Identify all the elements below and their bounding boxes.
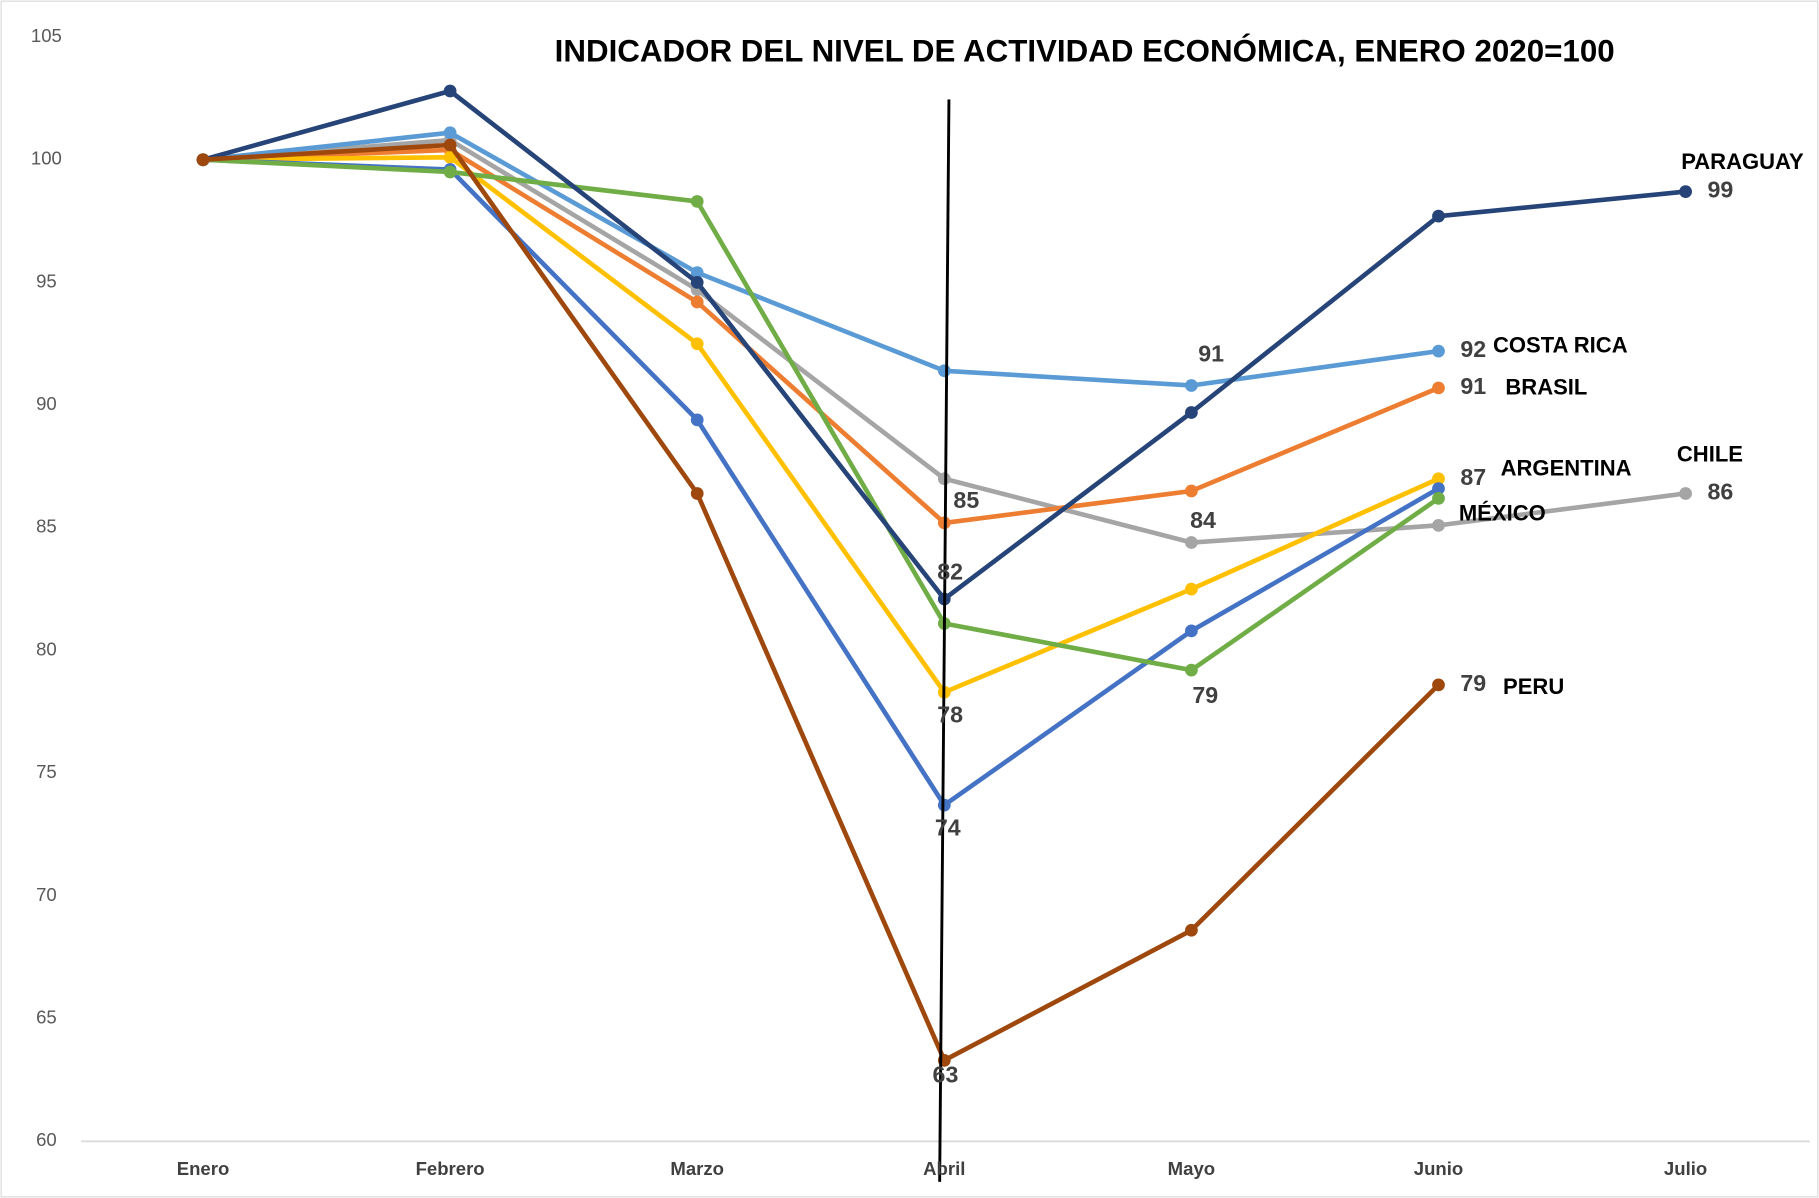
data-label: 74 bbox=[935, 815, 961, 841]
chart-title: INDICADOR DEL NIVEL DE ACTIVIDAD ECONÓMI… bbox=[555, 32, 1615, 68]
y-tick-label: 70 bbox=[36, 884, 57, 905]
y-tick-label: 105 bbox=[31, 25, 62, 46]
series-line bbox=[202, 157, 1440, 673]
y-tick-label: 100 bbox=[31, 148, 62, 169]
data-label: 82 bbox=[937, 559, 963, 585]
y-tick-label: 85 bbox=[36, 516, 57, 537]
series-name-label: COSTA RICA bbox=[1493, 333, 1628, 358]
data-point bbox=[1185, 923, 1198, 937]
data-point bbox=[1432, 482, 1445, 495]
data-point bbox=[1679, 185, 1692, 198]
data-point bbox=[443, 138, 457, 152]
series-name-label: ARGENTINA bbox=[1501, 455, 1632, 480]
series-name-label: PERU bbox=[1503, 674, 1564, 699]
data-point bbox=[1432, 381, 1445, 395]
data-point bbox=[1185, 582, 1198, 596]
data-point bbox=[1185, 379, 1198, 392]
data-label: 87 bbox=[1460, 464, 1486, 490]
data-label: 86 bbox=[1707, 479, 1733, 505]
data-label: 63 bbox=[933, 1062, 959, 1088]
data-point bbox=[1432, 678, 1445, 692]
data-label: 78 bbox=[937, 702, 963, 728]
data-point bbox=[690, 276, 704, 289]
data-point bbox=[690, 487, 704, 500]
data-point bbox=[1432, 209, 1445, 223]
x-tick-label: Abril bbox=[923, 1158, 965, 1179]
x-tick-label: Febrero bbox=[416, 1158, 485, 1179]
x-tick-label: Mayo bbox=[1168, 1158, 1215, 1179]
y-tick-label: 60 bbox=[36, 1129, 57, 1150]
x-tick-label: Junio bbox=[1414, 1158, 1463, 1179]
data-label: 85 bbox=[953, 487, 979, 513]
data-point bbox=[690, 295, 704, 309]
y-tick-label: 65 bbox=[36, 1007, 57, 1028]
y-tick-label: 75 bbox=[36, 761, 57, 782]
data-label: 91 bbox=[1460, 373, 1486, 399]
data-point bbox=[443, 126, 457, 140]
x-tick-label: Enero bbox=[177, 1158, 230, 1179]
data-point bbox=[1185, 406, 1198, 419]
x-tick-label: Marzo bbox=[670, 1158, 724, 1179]
data-point bbox=[1185, 663, 1198, 677]
data-label: 99 bbox=[1707, 177, 1733, 203]
data-point bbox=[196, 153, 210, 167]
series-line bbox=[202, 142, 1441, 1063]
y-tick-label: 90 bbox=[36, 393, 57, 414]
data-point bbox=[1185, 484, 1198, 498]
series-name-label: MÉXICO bbox=[1459, 500, 1546, 525]
data-point bbox=[1185, 536, 1198, 549]
data-label: 92 bbox=[1460, 336, 1486, 362]
data-point bbox=[1432, 472, 1445, 486]
data-label: 84 bbox=[1190, 507, 1216, 533]
data-point bbox=[443, 150, 457, 164]
x-tick-label: Julio bbox=[1664, 1158, 1707, 1179]
data-point bbox=[1432, 519, 1445, 532]
data-point bbox=[937, 364, 951, 378]
y-tick-label: 95 bbox=[36, 270, 57, 291]
data-label: 79 bbox=[1192, 682, 1218, 708]
data-point bbox=[443, 165, 457, 179]
data-point bbox=[690, 337, 704, 351]
data-point bbox=[443, 84, 457, 98]
data-point bbox=[1432, 492, 1445, 505]
data-point bbox=[1185, 624, 1198, 638]
reference-line bbox=[938, 99, 951, 1182]
series-name-label: PARAGUAY bbox=[1681, 149, 1804, 174]
series-name-label: BRASIL bbox=[1505, 374, 1587, 399]
data-point bbox=[690, 413, 704, 427]
data-point bbox=[690, 266, 704, 279]
series-line bbox=[202, 154, 1440, 695]
y-tick-label: 80 bbox=[36, 638, 57, 659]
series-name-label: CHILE bbox=[1677, 441, 1743, 466]
data-point bbox=[1679, 487, 1692, 500]
data-point bbox=[1432, 344, 1445, 358]
data-label: 91 bbox=[1198, 341, 1224, 367]
data-label: 79 bbox=[1460, 670, 1486, 696]
data-point bbox=[690, 195, 704, 208]
